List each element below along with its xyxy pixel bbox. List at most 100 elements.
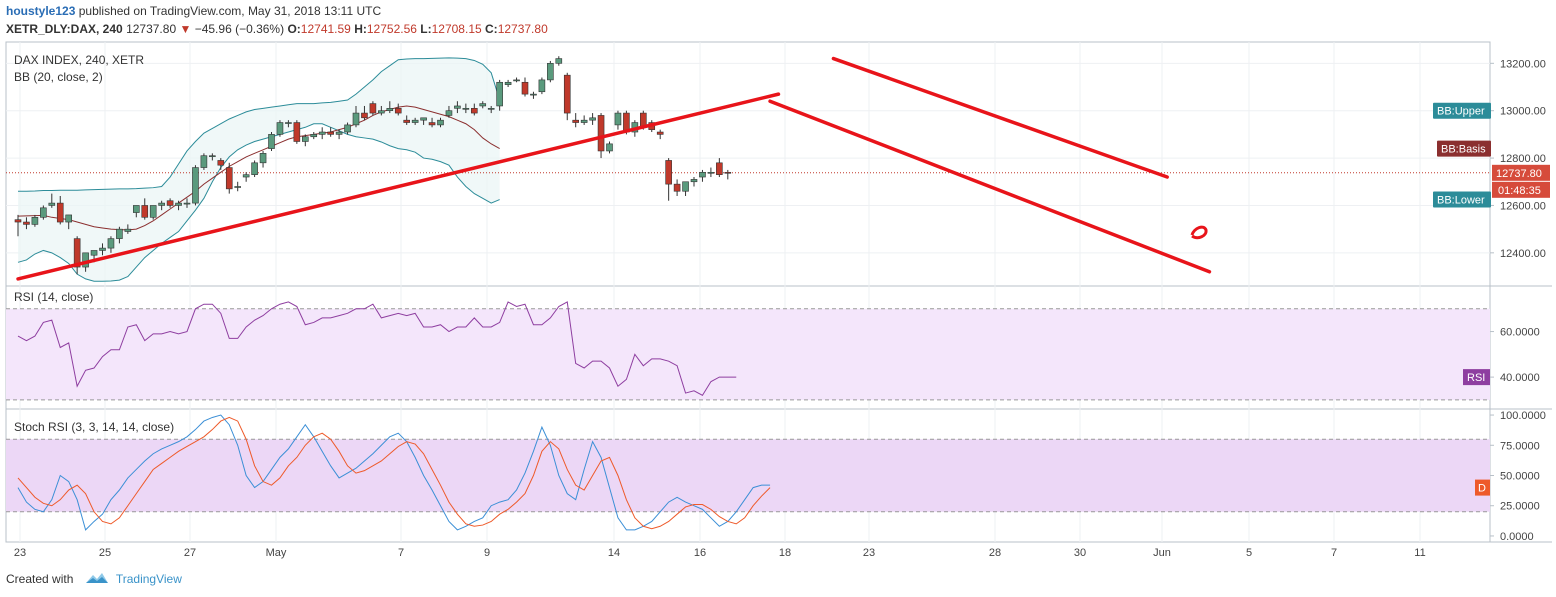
rsi-series-label: RSI (1467, 372, 1485, 384)
candle-body (116, 228, 123, 239)
stoch-tick-label: 50.0000 (1500, 471, 1540, 483)
candle-body (73, 238, 81, 268)
tradingview-brand-link[interactable]: TradingView (115, 572, 182, 586)
series-label-box (1433, 191, 1491, 208)
candle-body (200, 155, 208, 168)
price-axis: 12400.00 12600.00 12800.00 13000.00 13200.00… (1433, 58, 1550, 543)
candle-body (225, 167, 233, 190)
x-tick-label: 28 (989, 547, 1001, 559)
x-tick-label: 27 (184, 547, 196, 559)
last-price-label: 12737.80 (1496, 168, 1542, 180)
y-tick-label: 13000.00 (1500, 106, 1546, 118)
candle-body (285, 122, 292, 124)
candle-body (141, 205, 149, 218)
candle-body (234, 186, 241, 188)
candle-body (665, 160, 672, 185)
y-tick-label: 12800.00 (1500, 153, 1546, 165)
rsi-tick-label: 60.0000 (1500, 327, 1540, 339)
y-tick-label: 13200.00 (1500, 58, 1546, 70)
x-tick-label: 14 (608, 547, 620, 559)
candle-body (521, 81, 529, 95)
x-tick-label: 18 (779, 547, 791, 559)
candle-body (301, 136, 309, 142)
x-tick-label: May (266, 547, 287, 559)
series-label: BB:Basis (1441, 144, 1486, 156)
bb-basis-line (17, 105, 500, 231)
bb-upper-line (18, 57, 501, 192)
candle-body (656, 131, 664, 135)
stoch-d-line (17, 416, 771, 530)
candle-body (183, 202, 191, 205)
open-label: O: (287, 22, 301, 36)
trend-line[interactable] (16, 92, 781, 281)
candle-body (124, 228, 132, 232)
candle-body (445, 110, 453, 116)
symbol-header: XETR_DLY:DAX, 240 12737.80 ▼ −45.96 (−0.… (6, 22, 548, 36)
y-tick-label: 12400.00 (1500, 248, 1546, 260)
candle-body (149, 205, 157, 218)
rsi-tick-label: 40.0000 (1500, 372, 1540, 384)
candle-body (530, 93, 537, 96)
candle-body (259, 153, 267, 164)
candle-body (65, 214, 72, 223)
candle-body (420, 117, 427, 121)
bb-lower-line (17, 123, 500, 282)
x-tick-label: 9 (484, 547, 490, 559)
low-value: 12708.15 (431, 22, 482, 36)
candle-body (352, 112, 360, 126)
candle-body (107, 238, 115, 249)
created-with-label: Created with (6, 572, 74, 586)
candle-body (209, 155, 216, 158)
candle-body (690, 179, 698, 183)
x-tick-label: Jun (1153, 547, 1171, 559)
candle-body (538, 79, 546, 93)
candle-body (23, 221, 30, 225)
candle-body (504, 81, 512, 85)
trend-lines[interactable] (16, 56, 1212, 281)
rsi-label-box (1463, 369, 1490, 386)
candle-body (293, 122, 301, 142)
candle-body (361, 112, 368, 119)
candle-body (614, 112, 622, 126)
open-value: 12741.59 (300, 22, 351, 36)
countdown-label: 01:48:35 (1498, 185, 1541, 197)
candle-body (394, 108, 402, 114)
stoch-tick-label: 100.0000 (1500, 410, 1546, 422)
candle-body (496, 81, 503, 107)
tradingview-logo-icon (85, 572, 109, 587)
candle-body (99, 247, 106, 251)
x-tick-label: 25 (99, 547, 111, 559)
candle-body (716, 162, 723, 175)
author-name[interactable]: houstyle123 (6, 4, 76, 18)
candle-body (318, 131, 326, 135)
stoch-tick-label: 25.0000 (1500, 501, 1540, 513)
candle-body (276, 122, 284, 135)
candle-body (572, 119, 580, 123)
candle-body (707, 171, 715, 174)
stoch-tick-label: 75.0000 (1500, 440, 1540, 452)
close-label: C: (485, 22, 498, 36)
candle-body (470, 108, 478, 114)
trend-line[interactable] (831, 56, 1169, 179)
countdown-box (1492, 181, 1550, 198)
rsi-pane-title: RSI (14, close) (14, 290, 93, 304)
candlesticks (14, 56, 732, 275)
candle-body (403, 119, 411, 123)
rsi-band-fill (6, 308, 1490, 400)
candle-body (606, 143, 613, 152)
series-label-box (1437, 140, 1491, 157)
low-label: L: (420, 22, 432, 36)
rsi-line (17, 301, 737, 396)
x-tick-label: 11 (1414, 547, 1425, 559)
candle-body (513, 79, 520, 82)
candle-body (40, 207, 47, 218)
rsi-pane (6, 301, 1490, 401)
candle-body (597, 115, 605, 152)
price-pane-title: DAX INDEX, 240, XETR (14, 53, 144, 67)
candle-body (251, 162, 258, 175)
candle-body (327, 131, 334, 135)
candle-body (555, 58, 563, 64)
trend-line[interactable] (768, 99, 1212, 274)
published-text: published on TradingView.com, May 31, 20… (78, 4, 382, 18)
